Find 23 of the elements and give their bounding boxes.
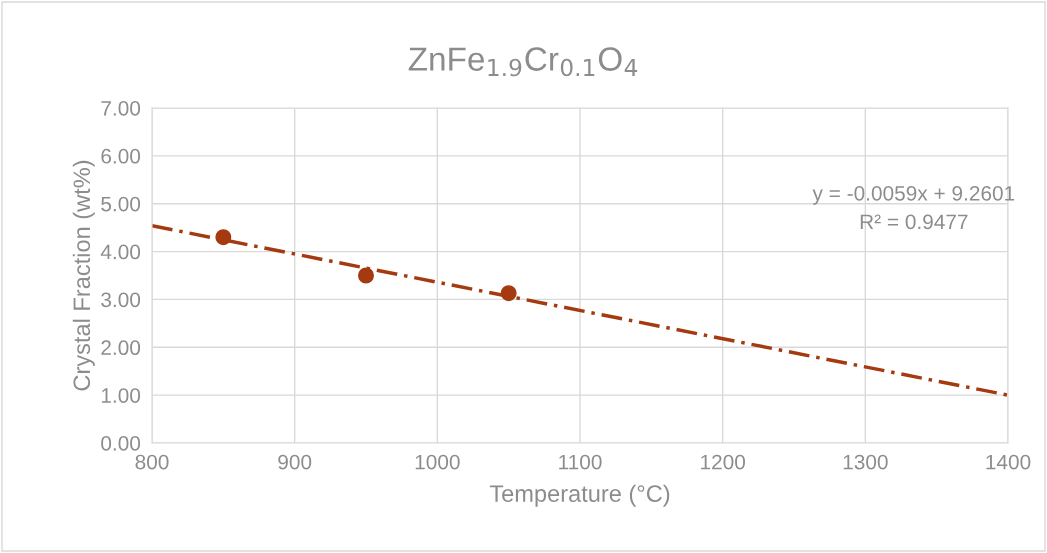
y-tick-label: 2.00 [101, 340, 141, 356]
chart-title: ZnFe$_{1.9}$Cr$_{0.1}$O$_{4}$ [408, 47, 638, 77]
x-tick-label: 800 [135, 454, 169, 470]
x-tick-label: 1300 [843, 454, 888, 470]
y-tick-label: 1.00 [101, 388, 141, 403]
y-tick-label: 3.00 [101, 292, 141, 308]
y-axis-title: Crystal Fraction (wt%) [72, 160, 95, 391]
x-tick-label: 1000 [415, 454, 460, 470]
x-tick-label: 900 [278, 454, 312, 470]
y-tick-label: 7.00 [101, 101, 141, 116]
annotation: y = -0.0059x + 9.2601 [812, 185, 1015, 205]
y-tick-label: 6.00 [101, 148, 141, 164]
y-tick-label: 5.00 [101, 196, 141, 212]
x-tick-label: 1100 [559, 454, 602, 470]
x-tick-label: 1400 [986, 454, 1031, 470]
x-tick-label: 1200 [701, 454, 746, 470]
point [358, 267, 374, 284]
x-axis-title: Temperature (°C) [489, 484, 670, 507]
point [500, 285, 517, 302]
annotation: R² = 0.9477 [860, 214, 968, 230]
point [215, 229, 232, 246]
y-tick-label: 0.00 [101, 436, 141, 451]
y-tick-label: 4.00 [100, 244, 141, 260]
